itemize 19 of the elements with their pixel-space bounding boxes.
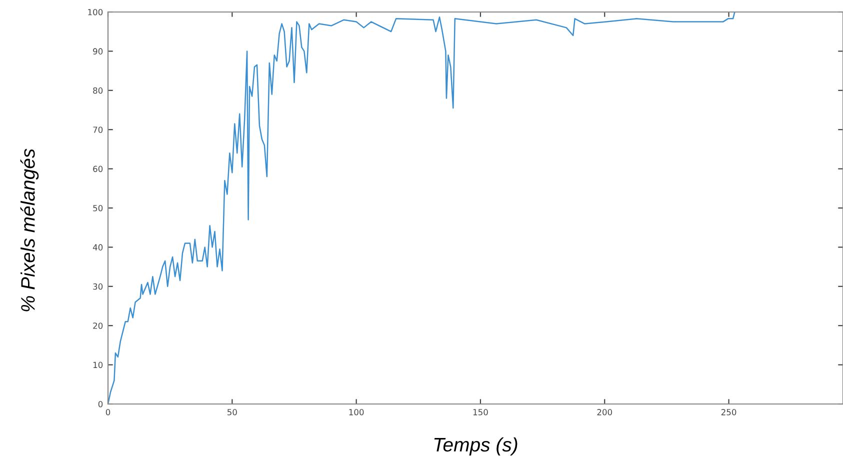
x-tick-label: 200 <box>597 409 612 416</box>
y-tick-label: 10 <box>93 362 103 368</box>
y-tick-label: 80 <box>93 87 103 94</box>
y-tick-label: 40 <box>92 244 103 250</box>
y-tick-label: 30 <box>93 283 103 290</box>
y-tick-label: 60 <box>93 166 103 172</box>
y-tick-label: 90 <box>93 48 103 54</box>
y-tick-label: 70 <box>93 126 103 133</box>
x-tick-label: 250 <box>721 409 736 416</box>
y-tick-label: 50 <box>93 204 103 212</box>
y-tick-label: 0 <box>98 400 103 408</box>
x-tick-label: 100 <box>349 409 364 416</box>
y-axis-title: % Pixels mélangés <box>20 148 39 312</box>
x-axis-title: Temps (s) <box>434 437 518 456</box>
x-tick-label: 150 <box>473 409 488 416</box>
x-tick-label: 50 <box>227 409 237 416</box>
y-tick-label: 20 <box>93 322 103 329</box>
y-tick-label: 100 <box>88 8 103 16</box>
x-tick-label: 0 <box>106 409 110 416</box>
